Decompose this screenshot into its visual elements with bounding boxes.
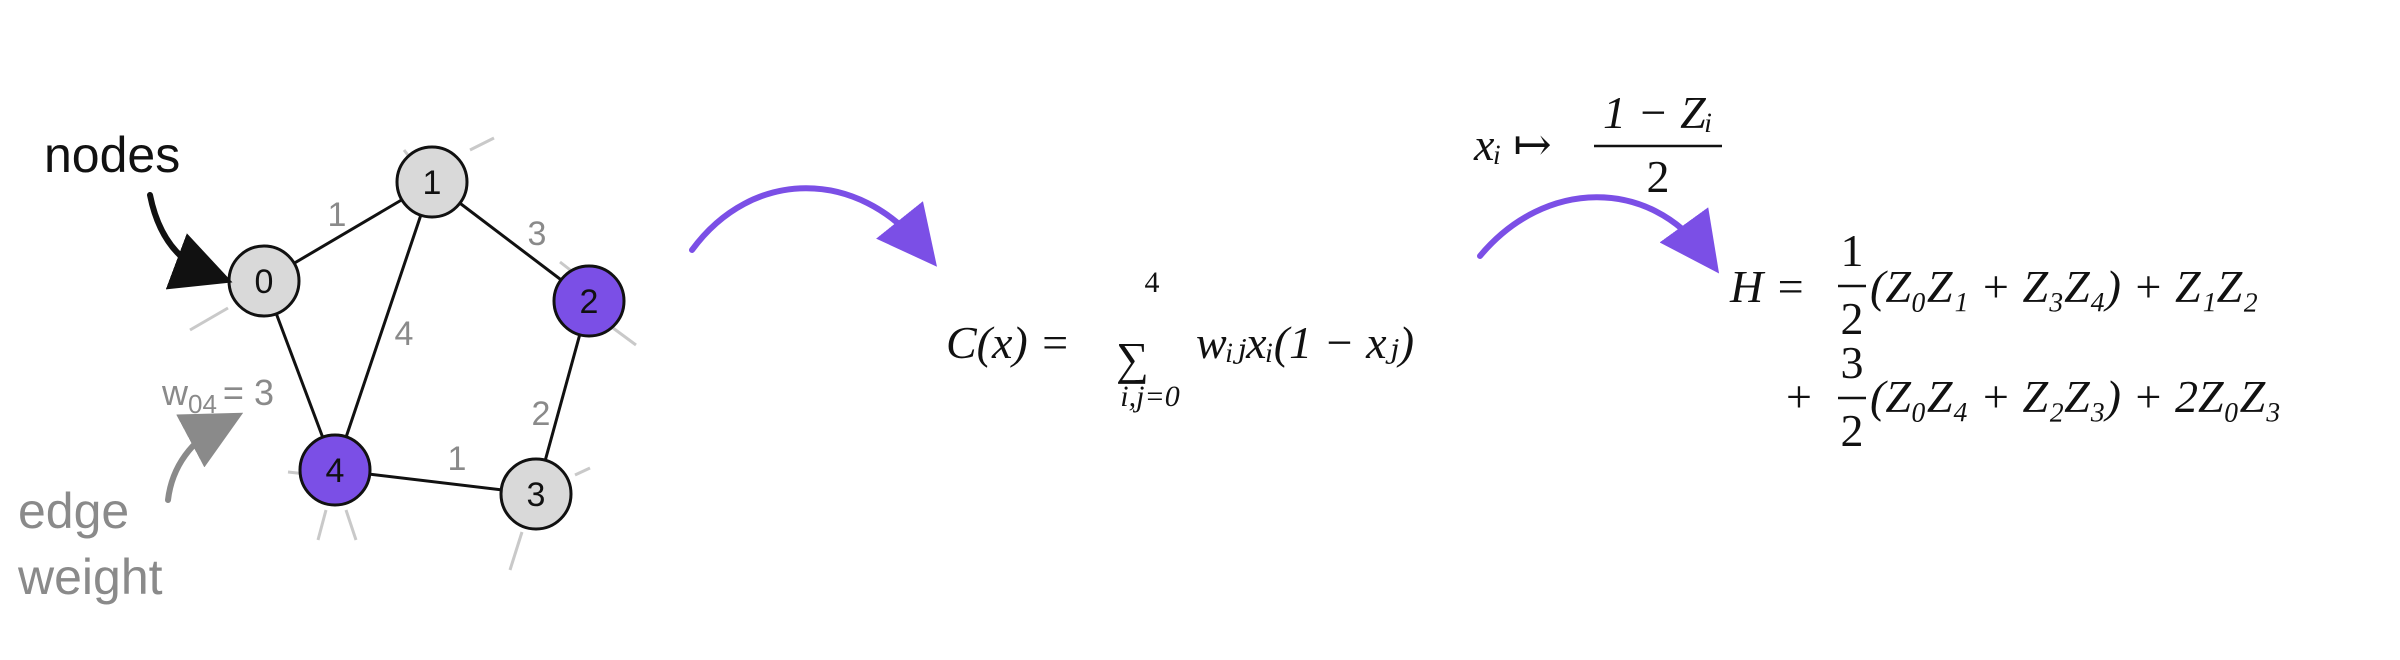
variable-mapping: xᵢ ↦ 1 − Zᵢ 2	[1473, 87, 1722, 202]
node-3-circle	[499, 457, 573, 531]
node-4-label: 4	[326, 452, 345, 490]
node-2-circle	[552, 264, 626, 338]
node-0-label: 0	[255, 263, 274, 301]
edge-weight-0-1: 1	[328, 196, 347, 234]
hamiltonian-line2-body: (Z₀Z₄ + Z₂Z₃) + 2Z₀Z₃	[1870, 371, 2281, 422]
hamiltonian-line2-numerator: 3	[1841, 337, 1864, 388]
edge-weight-arrow	[165, 412, 244, 503]
hamiltonian-line1-body: (Z₀Z₁ + Z₃Z₄) + Z₁Z₂	[1870, 261, 2258, 312]
cost-lhs: C(x) =	[946, 317, 1070, 368]
sum-upper-limit: 4	[1145, 266, 1160, 299]
sum-symbol: ∑	[1116, 333, 1149, 384]
edge-weight-1-2: 3	[528, 215, 547, 253]
nodes-annotation: nodes	[44, 127, 180, 183]
node-3-label: 3	[527, 476, 546, 514]
cost-to-hamiltonian-arrow	[1477, 194, 1720, 274]
graph: 0 1 2 3 4 1 3 4 2 1 w04 = 3 no	[17, 127, 637, 605]
w-symbol: w	[161, 372, 189, 413]
edge-1-4	[333, 181, 434, 471]
node-1-label: 1	[423, 164, 442, 202]
mapping-numerator: 1 − Zᵢ	[1603, 87, 1713, 138]
cost-function: C(x) = ∑ 4 i,j=0 wᵢⱼxᵢ(1 − xⱼ)	[946, 266, 1414, 413]
sum-lower-limit: i,j=0	[1120, 380, 1179, 413]
w-value: = 3	[223, 372, 274, 413]
nodes-arrow	[147, 192, 233, 290]
node-4: 4	[298, 433, 372, 507]
edge-weight-0-4-label: w04 = 3	[161, 372, 274, 419]
hamiltonian-line2-plus: +	[1786, 371, 1812, 422]
svg-text:w04= 3: w04 = 3	[161, 372, 274, 419]
node-1-circle	[395, 145, 469, 219]
node-4-circle	[298, 433, 372, 507]
mapping-lhs: xᵢ ↦	[1473, 119, 1552, 170]
graph-to-cost-arrow	[689, 185, 938, 267]
node-3: 3	[499, 457, 573, 531]
edge-weight-2-3: 2	[532, 395, 551, 433]
edge-weight-annotation-line1: edge	[18, 483, 129, 539]
node-0: 0	[227, 244, 301, 318]
hamiltonian-line1-denominator: 2	[1841, 293, 1864, 344]
edge-weight-annotation-line2: weight	[17, 549, 163, 605]
hamiltonian-line1-numerator: 1	[1841, 225, 1864, 276]
hamiltonian-lhs: H =	[1729, 261, 1806, 312]
node-1: 1	[395, 145, 469, 219]
w-subscript: 04	[188, 389, 217, 419]
edge-weight-3-4: 1	[448, 440, 467, 478]
node-2: 2	[552, 264, 626, 338]
hamiltonian: H = 1 2 (Z₀Z₁ + Z₃Z₄) + Z₁Z₂ + 3 2 (Z₀Z₄…	[1729, 225, 2281, 456]
cost-body: wᵢⱼxᵢ(1 − xⱼ)	[1196, 317, 1414, 368]
node-2-label: 2	[580, 283, 599, 321]
mapping-denominator: 2	[1647, 151, 1670, 202]
edge-weight-1-4: 4	[395, 315, 414, 353]
hamiltonian-line2-denominator: 2	[1841, 405, 1864, 456]
